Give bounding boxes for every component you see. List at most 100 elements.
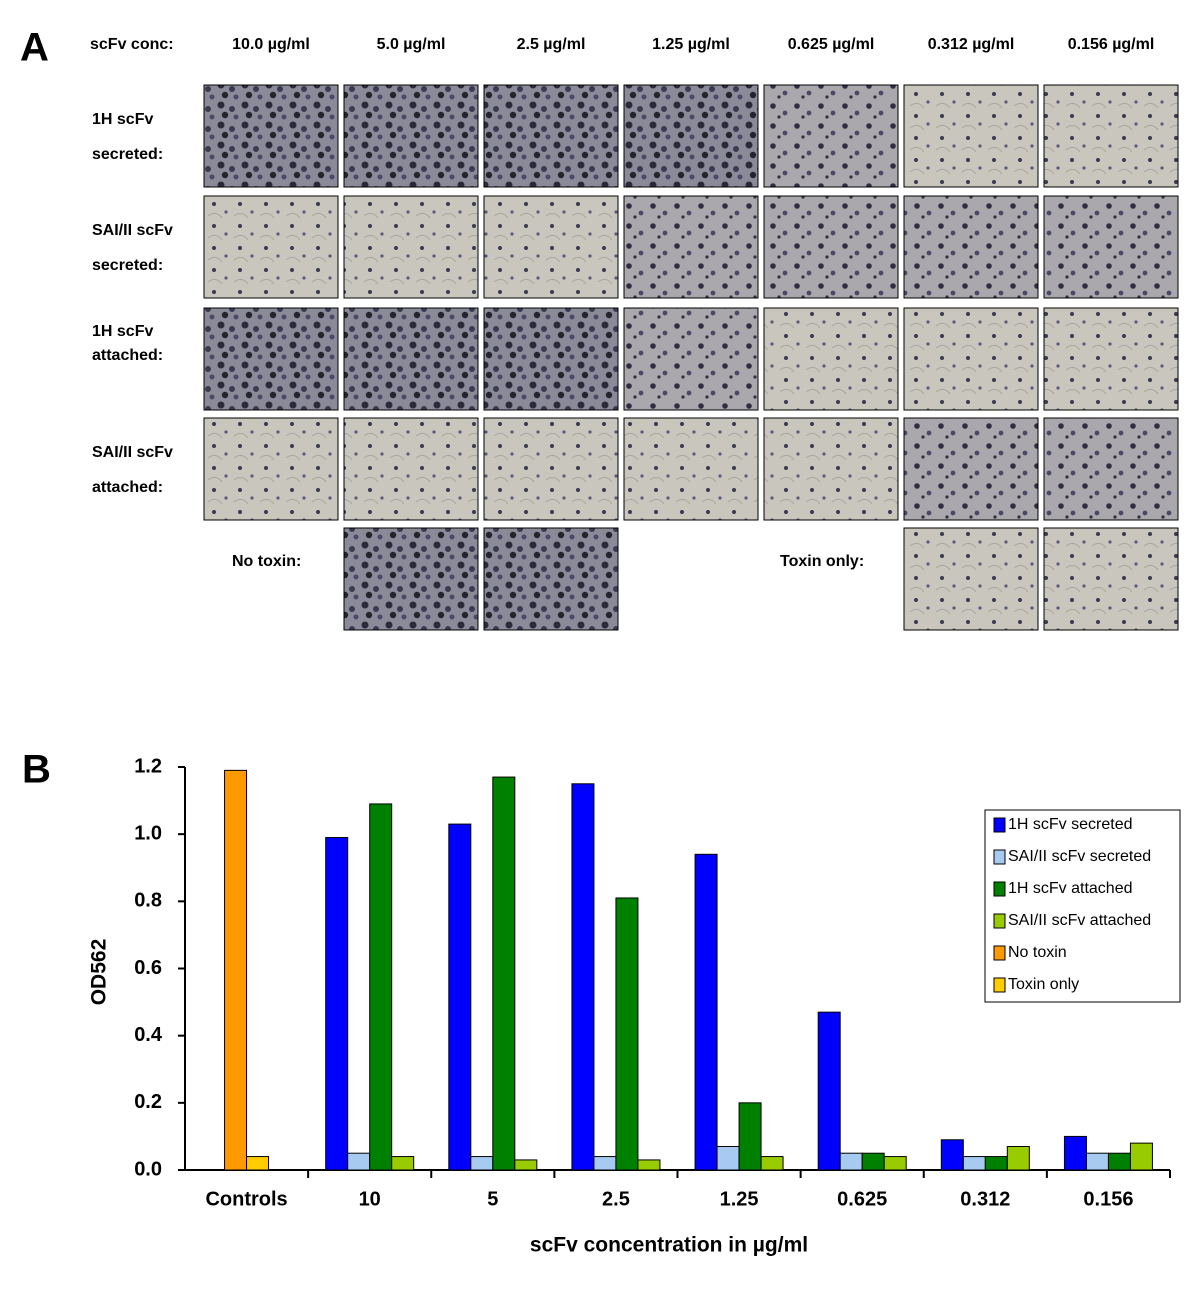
row-label: SAI/II scFv: [92, 222, 173, 239]
x-tick-label: 5: [487, 1188, 498, 1210]
micrograph: [343, 417, 479, 521]
column-header: 1.25 µg/ml: [652, 36, 730, 53]
micrograph: [483, 307, 619, 411]
control-label: No toxin:: [232, 553, 301, 570]
micrograph: [763, 417, 899, 521]
bar: [571, 783, 595, 1171]
bar: [246, 1156, 270, 1171]
micrograph: [343, 195, 479, 299]
bar: [962, 1156, 986, 1171]
header-label: scFv conc:: [90, 36, 174, 53]
row-label: attached:: [92, 479, 163, 496]
micrograph: [623, 417, 759, 521]
legend-label: 1H scFv attached: [1008, 880, 1133, 897]
micrograph: [343, 527, 479, 631]
legend-label: Toxin only: [1008, 976, 1079, 993]
legend-swatch: [993, 945, 1006, 961]
micrograph: [623, 84, 759, 188]
y-tick-label: 0.6: [134, 957, 162, 979]
column-header: 2.5 µg/ml: [517, 36, 586, 53]
micrograph: [763, 307, 899, 411]
micrograph: [1043, 307, 1179, 411]
x-tick-label: 2.5: [602, 1188, 630, 1210]
x-tick-label: Controls: [205, 1188, 287, 1210]
micrograph: [343, 84, 479, 188]
micrograph: [903, 417, 1039, 521]
bar: [738, 1102, 762, 1171]
bar: [817, 1011, 841, 1171]
micrograph: [343, 307, 479, 411]
bar: [1085, 1152, 1109, 1171]
bar: [1063, 1135, 1087, 1171]
micrograph: [763, 195, 899, 299]
bar: [448, 823, 472, 1171]
row-label: 1H scFv: [92, 323, 153, 340]
micrograph: [203, 195, 339, 299]
bar: [760, 1156, 784, 1171]
micrograph: [483, 195, 619, 299]
bar: [615, 897, 639, 1171]
bar: [637, 1159, 661, 1171]
bar: [470, 1156, 494, 1171]
y-tick-label: 0.0: [134, 1158, 162, 1180]
y-tick-label: 0.4: [134, 1024, 163, 1046]
legend-box: [984, 809, 1181, 1003]
row-label: secreted:: [92, 146, 163, 163]
bar: [514, 1159, 538, 1171]
micrograph: [903, 527, 1039, 631]
micrograph: [903, 307, 1039, 411]
x-tick-label: 0.312: [960, 1188, 1010, 1210]
x-tick-label: 0.625: [837, 1188, 887, 1210]
column-header: 0.312 µg/ml: [928, 36, 1015, 53]
legend-swatch: [993, 881, 1006, 897]
micrograph: [1043, 527, 1179, 631]
bar: [492, 776, 516, 1171]
bar: [694, 853, 718, 1171]
y-tick-label: 1.0: [134, 822, 162, 844]
legend-label: SAI/II scFv attached: [1008, 912, 1151, 929]
legend-swatch: [993, 817, 1006, 833]
x-tick-label: 10: [359, 1188, 381, 1210]
micrograph: [623, 195, 759, 299]
row-label: SAI/II scFv: [92, 444, 173, 461]
micrograph: [203, 84, 339, 188]
micrograph: [203, 307, 339, 411]
bar: [716, 1145, 740, 1171]
legend-label: No toxin: [1008, 944, 1067, 961]
bar: [1129, 1142, 1153, 1171]
column-header: 10.0 µg/ml: [232, 36, 310, 53]
bar: [1107, 1152, 1131, 1171]
bar: [369, 803, 393, 1171]
column-header: 0.156 µg/ml: [1068, 36, 1155, 53]
micrograph: [623, 307, 759, 411]
column-header: 0.625 µg/ml: [788, 36, 875, 53]
x-tick-label: 0.156: [1083, 1188, 1133, 1210]
row-label: attached:: [92, 347, 163, 364]
panel-label: B: [22, 748, 51, 792]
x-tick-label: 1.25: [720, 1188, 759, 1210]
micrograph: [1043, 417, 1179, 521]
micrograph: [903, 195, 1039, 299]
micrograph: [483, 527, 619, 631]
bar: [325, 837, 349, 1171]
y-tick-label: 0.8: [134, 890, 162, 912]
y-tick-label: 0.2: [134, 1091, 162, 1113]
bar: [593, 1156, 617, 1171]
bar: [839, 1152, 863, 1171]
micrograph: [763, 84, 899, 188]
row-label: secreted:: [92, 257, 163, 274]
micrograph: [1043, 84, 1179, 188]
legend-label: SAI/II scFv secreted: [1008, 848, 1151, 865]
row-label: 1H scFv: [92, 111, 153, 128]
micrograph: [203, 417, 339, 521]
bar: [1006, 1145, 1030, 1171]
y-tick-label: 1.2: [134, 755, 162, 777]
bar: [391, 1156, 415, 1171]
bar: [984, 1156, 1008, 1171]
legend-label: 1H scFv secreted: [1008, 816, 1132, 833]
micrograph: [1043, 195, 1179, 299]
legend-swatch: [993, 977, 1006, 993]
bar: [347, 1152, 371, 1171]
micrograph: [483, 84, 619, 188]
